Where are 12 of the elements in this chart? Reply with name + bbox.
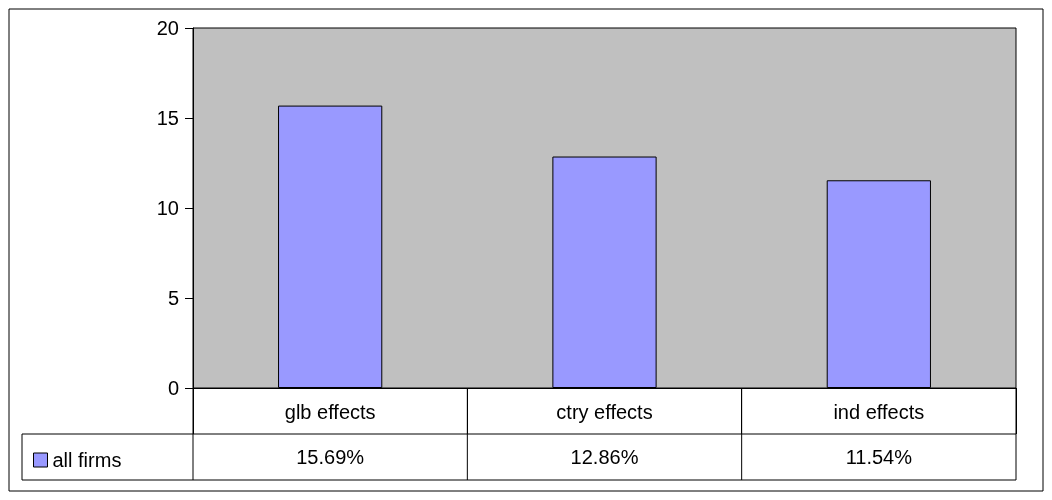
data-label: 12.86% (570, 446, 639, 468)
data-label: 11.54% (845, 446, 913, 468)
y-tick-label: 5 (167, 287, 179, 309)
x-tick-label: glb effects (284, 401, 376, 423)
data-label: 15.69% (296, 446, 365, 468)
y-tick-label: 0 (167, 377, 179, 399)
y-tick-label: 20 (156, 17, 179, 39)
x-tick-label: ctry effects (556, 401, 653, 423)
y-tick-label: 10 (156, 197, 179, 219)
y-tick-label: 15 (156, 107, 179, 129)
x-tick-label: ind effects (833, 401, 925, 423)
legend-label: all firms (52, 449, 122, 471)
